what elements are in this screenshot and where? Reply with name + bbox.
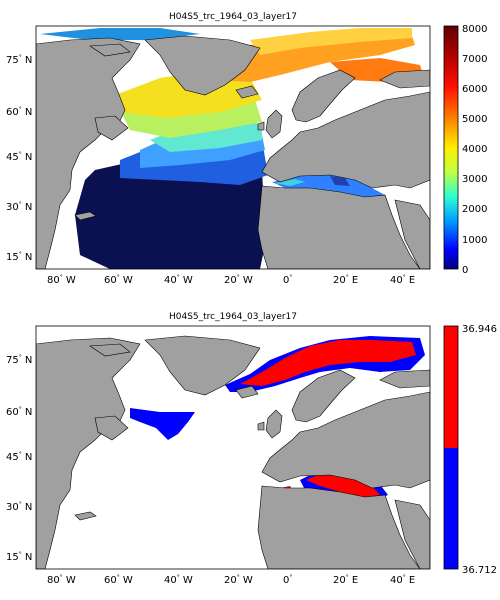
bottom-map-panel: H04S5_trc_1964_03_layer17 [0,300,500,600]
bottom-land [36,335,430,569]
lat-label-45: 45° N [6,451,32,463]
cbar-tick-1000: 1000 [462,235,487,246]
lon-label-0: 0° [283,574,292,586]
lon-label-0: 0° [283,274,292,286]
top-map-frame [35,25,431,270]
bottom-cbar-top-label: 36.946 [462,324,497,335]
cbar-tick-5000: 5000 [462,114,487,125]
top-data-field [40,28,425,269]
lon-label-60w: 60° W [104,574,133,586]
top-colorbar [443,25,459,270]
bottom-colorbar-frame [443,325,459,570]
lon-label-20e: 20° E [333,574,358,586]
top-colorbar-ticks: 8000 7000 6000 5000 4000 3000 2000 1000 … [462,24,487,276]
lon-label-80w: 80° W [47,274,76,286]
lat-label-15: 15° N [6,251,32,263]
bottom-cbar-bottom-label: 36.712 [462,565,497,576]
lon-label-80w: 80° W [47,574,76,586]
top-land [36,35,430,269]
top-lon-labels: 80° W 60° W 40° W 20° W 0° 20° E 40° E [47,274,415,286]
lon-label-20w: 20° W [224,274,253,286]
top-map-title: H04S5_trc_1964_03_layer17 [168,12,298,22]
bottom-colorbar-red [444,326,458,448]
bottom-map-title: H04S5_trc_1964_03_layer17 [168,312,298,322]
bottom-lat-labels: 75° N 60° N 45° N 30° N 15° N [6,354,32,563]
lon-label-40w: 40° W [164,574,193,586]
bottom-map-svg: 75° N 60° N 45° N 30° N 15° N 80° W 60° … [6,324,497,586]
lon-label-40e: 40° E [390,574,415,586]
lon-label-40e: 40° E [390,274,415,286]
lat-label-60: 60° N [6,406,32,418]
top-map-svg: 75° N 60° N 45° N 30° N 15° N 80° W 60° … [6,24,487,286]
top-lat-labels: 75° N 60° N 45° N 30° N 15° N [6,54,32,263]
cbar-tick-3000: 3000 [462,174,487,185]
lat-label-30: 30° N [6,501,32,513]
cbar-tick-8000: 8000 [462,24,487,35]
cbar-tick-2000: 2000 [462,204,487,215]
lat-label-75: 75° N [6,354,32,366]
lat-label-30: 30° N [6,201,32,213]
top-map-panel: H04S5_trc_1964_03_layer17 [0,0,500,290]
bottom-map-frame [35,325,431,570]
lon-label-40w: 40° W [164,274,193,286]
cbar-tick-0: 0 [462,265,468,276]
lat-label-45: 45° N [6,151,32,163]
bottom-colorbar-blue [444,448,458,569]
bottom-data-field [130,336,425,502]
lon-label-20e: 20° E [333,274,358,286]
cbar-tick-6000: 6000 [462,84,487,95]
lat-label-75: 75° N [6,54,32,66]
lon-label-20w: 20° W [224,574,253,586]
lat-label-60: 60° N [6,106,32,118]
cbar-tick-4000: 4000 [462,144,487,155]
lat-label-15: 15° N [6,551,32,563]
lon-label-60w: 60° W [104,274,133,286]
cbar-tick-7000: 7000 [462,54,487,65]
bottom-lon-labels: 80° W 60° W 40° W 20° W 0° 20° E 40° E [47,574,415,586]
